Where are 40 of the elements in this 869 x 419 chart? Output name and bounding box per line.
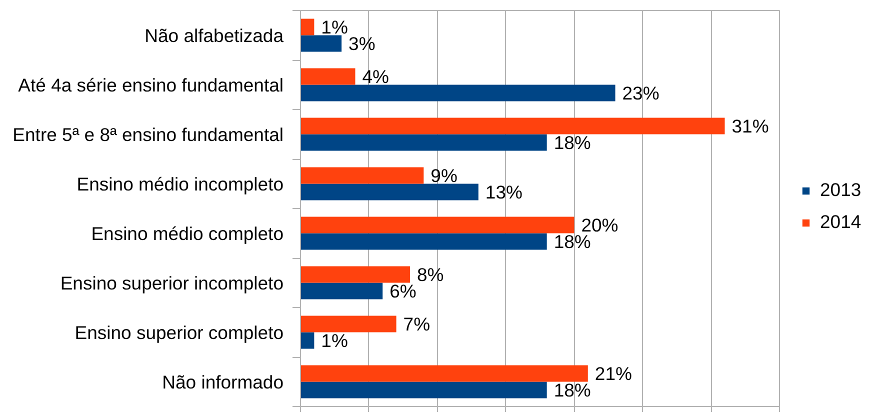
data-label: 8%: [416, 264, 444, 285]
bar: [300, 233, 547, 250]
legend-label: 2013: [820, 179, 862, 201]
data-label: 4%: [362, 66, 389, 87]
data-label: 1%: [321, 330, 348, 352]
data-label: 21%: [594, 362, 632, 384]
y-tick-label: Entre 5ª e 8ª ensino fundamental: [12, 124, 284, 145]
bar: [300, 84, 616, 102]
data-label: 31%: [732, 115, 769, 136]
data-label: 6%: [390, 280, 416, 302]
bar: [300, 68, 356, 85]
y-tick-label: Até 4a série ensino fundamental: [18, 74, 284, 96]
data-label: 23%: [622, 82, 660, 104]
bar: [300, 18, 314, 36]
bar: [300, 266, 410, 283]
data-label: 3%: [348, 33, 376, 54]
bar: [300, 332, 314, 349]
data-label: 1%: [321, 16, 348, 38]
bar: [300, 365, 588, 382]
bar: [300, 282, 383, 300]
bar: [300, 35, 342, 52]
data-label: 18%: [554, 380, 591, 401]
bar: [300, 167, 424, 184]
y-tick-label: Não informado: [162, 371, 284, 392]
data-label: 18%: [554, 132, 591, 154]
y-tick-label: Não alfabetizada: [144, 24, 284, 46]
y-tick-label: Ensino superior incompleto: [60, 272, 284, 294]
bar: [300, 316, 396, 332]
bar: [300, 184, 478, 200]
data-label: 13%: [485, 182, 522, 203]
y-tick-label: Ensino médio completo: [91, 222, 284, 244]
bar: [300, 118, 725, 134]
y-tick-label: Ensino superior completo: [74, 322, 284, 343]
y-tick-label: Ensino médio incompleto: [76, 173, 284, 194]
legend-label: 2014: [820, 211, 862, 233]
bar: [300, 382, 547, 398]
bar: [300, 216, 574, 234]
data-label: 7%: [403, 313, 430, 334]
data-label: 9%: [430, 164, 458, 186]
bar: [300, 134, 547, 151]
